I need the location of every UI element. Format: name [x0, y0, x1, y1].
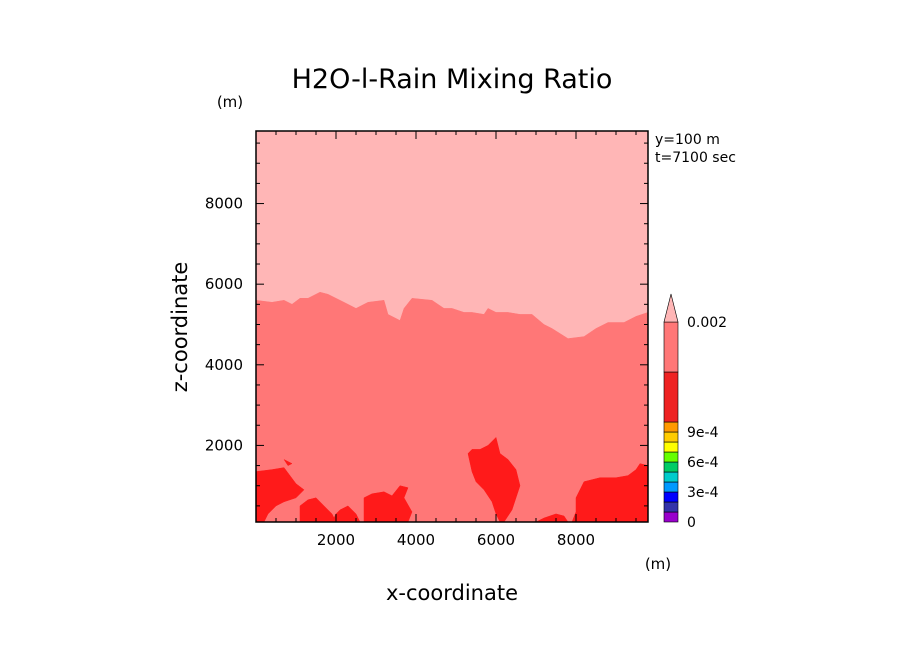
y-tick-label: 8000 [205, 195, 243, 213]
colorbar-label: 0 [687, 515, 696, 531]
colorbar-label: 3e-4 [687, 485, 719, 501]
axis-ticks [256, 131, 648, 522]
colorbar-label: 0.002 [687, 315, 727, 331]
y-tick-label: 6000 [205, 275, 243, 293]
colorbar-segment [663, 481, 679, 493]
x-tick-label: 6000 [477, 531, 515, 549]
colorbar-labels: 0 3e-4 6e-4 9e-4 0.002 [687, 315, 727, 531]
colorbar-segment [663, 501, 679, 513]
region-right-low [535, 513, 569, 522]
x-tick-label: 4000 [397, 531, 435, 549]
colorbar-extension [663, 293, 679, 323]
colorbar-segment [663, 451, 679, 463]
contour-fill [256, 131, 648, 522]
x-unit-label: (m) [645, 555, 671, 573]
colorbar-segment [663, 321, 679, 373]
annotation-t: t=7100 sec [655, 150, 736, 166]
colorbar-segment [663, 461, 679, 473]
colorbar-label: 9e-4 [687, 425, 719, 441]
region-far-right [571, 463, 648, 522]
region-left-small [283, 458, 293, 466]
region-middle [256, 291, 648, 522]
x-tick-labels: 2000 4000 6000 8000 [317, 531, 595, 549]
region-center-cell [363, 485, 413, 522]
colorbar-segment [663, 431, 679, 443]
colorbar-segment [663, 471, 679, 483]
plot-frame [255, 130, 649, 523]
region-left-low [256, 467, 305, 522]
region-right-cell [467, 436, 521, 522]
y-tick-label: 2000 [205, 436, 243, 454]
region-center-left [331, 505, 361, 522]
colorbar-segment [663, 491, 679, 503]
chart-title: H2O-l-Rain Mixing Ratio [292, 64, 613, 95]
x-tick-label: 2000 [317, 531, 355, 549]
x-axis-title: x-coordinate [386, 581, 518, 605]
y-axis-title: z-coordinate [168, 262, 192, 393]
colorbar-label: 6e-4 [687, 455, 719, 471]
y-unit-label: (m) [217, 93, 243, 111]
y-tick-labels: 2000 4000 6000 8000 [205, 195, 243, 455]
colorbar-segment [663, 371, 679, 423]
y-tick-label: 4000 [205, 356, 243, 374]
colorbar-segment [663, 511, 679, 523]
x-tick-label: 8000 [557, 531, 595, 549]
annotation-y: y=100 m [655, 132, 720, 148]
colorbar-segment [663, 441, 679, 453]
colorbar [663, 293, 679, 523]
colorbar-segment [663, 421, 679, 433]
